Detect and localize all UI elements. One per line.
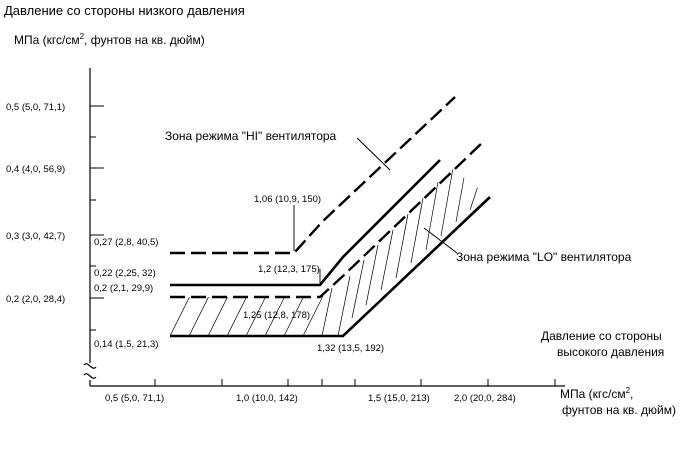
y-tick-label: 0,4 (4,0, 56,9) bbox=[6, 164, 65, 175]
point-label: 1,32 (13,5, 192) bbox=[317, 343, 384, 354]
y-axis-unit: МПа (кгс/см2, фунтов на кв. дюйм) bbox=[14, 32, 205, 47]
point-label: 0,27 (2,8, 40,5) bbox=[94, 237, 158, 248]
point-label: 1,25 (12,8, 178) bbox=[243, 310, 310, 321]
y-tick-label: 0,2 (2,0, 28,4) bbox=[6, 294, 65, 305]
point-label: 0,22 (2,25, 32) bbox=[94, 268, 156, 279]
lo-zone-label: Зона режима "LO" вентилятора bbox=[456, 250, 632, 264]
lo-zone-hatch bbox=[170, 167, 481, 336]
y-axis-title: Давление со стороны низкого давления bbox=[4, 3, 245, 18]
x-axis-unit: МПа (кгс/см2, bbox=[560, 386, 633, 401]
x-axis-title: высокого давления bbox=[557, 345, 664, 359]
x-tick-label: 1,5 (15,0, 213) bbox=[368, 393, 430, 404]
point-label: 0,14 (1,5, 21,3) bbox=[94, 339, 158, 350]
hi-lower-dashed-line bbox=[170, 96, 456, 255]
hi-zone-leader bbox=[356, 137, 391, 171]
lo-lower-dashed-line bbox=[170, 142, 483, 299]
point-label: 0,2 (2,1, 29,9) bbox=[94, 283, 153, 294]
hi-zone-label: Зона режима "HI" вентилятора bbox=[165, 129, 337, 143]
y-tick-label: 0,3 (3,0, 42,7) bbox=[6, 231, 65, 242]
y-tick-label: 0,5 (5,0, 71,1) bbox=[6, 102, 65, 113]
x-tick-label: 2,0 (20,0, 284) bbox=[454, 393, 516, 404]
x-tick-label: 1,0 (10,0, 142) bbox=[236, 393, 298, 404]
x-axis-unit: фунтов на кв. дюйм) bbox=[562, 403, 676, 417]
x-axis-title: Давление со стороны bbox=[541, 329, 662, 343]
x-tick-label: 0,5 (5,0, 71,1) bbox=[105, 393, 164, 404]
lo-zone-leader bbox=[423, 227, 458, 254]
point-label: 1,2 (12,3, 175) bbox=[258, 264, 320, 275]
hi-upper-solid-line bbox=[170, 159, 441, 287]
point-label: 1,06 (10,9, 150) bbox=[254, 194, 321, 205]
axes bbox=[83, 68, 565, 387]
lo-upper-solid-line bbox=[170, 196, 491, 338]
